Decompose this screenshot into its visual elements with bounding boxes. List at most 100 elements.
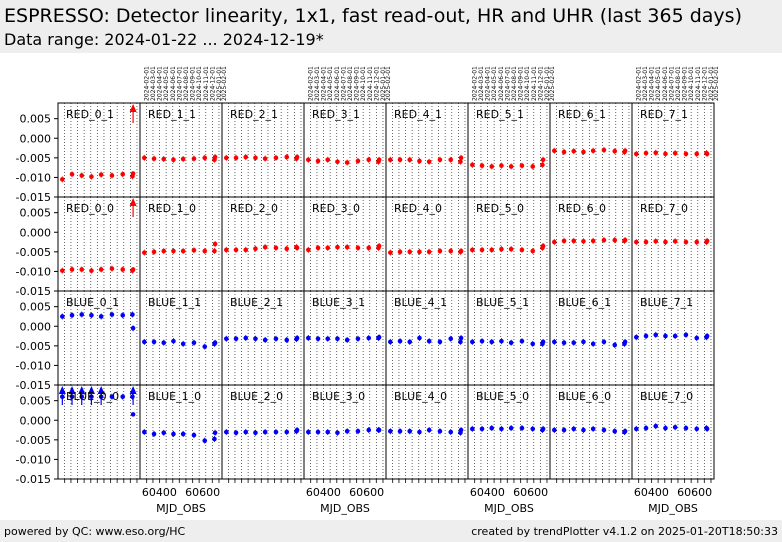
date-tick-label: 2024-07-01: [504, 66, 511, 101]
y-tick-label: 0.005: [20, 395, 52, 408]
date-tick-label: 2024-06-01: [662, 66, 669, 101]
arrow-head: [68, 386, 76, 394]
panel-label: RED_6_0: [558, 202, 606, 215]
date-tick-label: 2024-02-01: [636, 66, 643, 101]
footer-band: [0, 520, 782, 542]
panel-label: RED_3_0: [312, 202, 360, 215]
y-tick-label: -0.015: [16, 379, 51, 392]
date-tick-label: 2024-12-01: [701, 66, 708, 101]
panel-blue-2-1: BLUE_2_1: [221, 290, 305, 386]
y-tick-label: 0.005: [20, 207, 52, 220]
x-tick-label: 60400: [470, 486, 505, 499]
y-tick-label: 0.000: [20, 132, 52, 145]
y-tick-label: 0.000: [20, 320, 52, 333]
y-tick-label: -0.015: [16, 191, 51, 204]
date-tick-label: 2024-03-01: [314, 66, 321, 101]
y-tick-label: 0.005: [20, 113, 52, 126]
panel-red-4-0: RED_4_0: [385, 196, 469, 292]
panel-blue-3-1: BLUE_3_1: [303, 290, 387, 386]
panel-blue-1-1: BLUE_1_1: [139, 290, 223, 386]
panel-label: RED_7_1: [640, 108, 688, 121]
date-tick-label: 2024-07-01: [340, 66, 347, 101]
panel-red-0-1: RED_0_1: [57, 102, 141, 198]
date-tick-label: 2024-10-01: [688, 66, 695, 101]
date-tick-label: 2025-02-01: [221, 66, 228, 101]
panel-red-3-0: RED_3_0: [303, 196, 387, 292]
date-tick-label: 2024-10-01: [524, 66, 531, 101]
panel-label: BLUE_3_1: [312, 296, 365, 309]
panel-blue-2-0: BLUE_2_0: [221, 384, 305, 480]
panel-label: RED_2_1: [230, 108, 278, 121]
panel-label: RED_5_0: [476, 202, 524, 215]
arrow-head: [97, 386, 105, 394]
panel-red-3-1: RED_3_1: [303, 102, 387, 198]
data-point: [98, 394, 104, 400]
panel-blue-6-0: BLUE_6_0: [549, 384, 633, 480]
y-tick-label: -0.010: [16, 171, 51, 184]
date-tick-label: 2024-04-01: [157, 66, 164, 101]
panel-red-5-0: RED_5_0: [467, 196, 551, 292]
panel-label: RED_5_1: [476, 108, 524, 121]
panel-label: BLUE_5_1: [476, 296, 529, 309]
panel-label: RED_6_1: [558, 108, 606, 121]
panel-red-2-0: RED_2_0: [221, 196, 305, 292]
page-title: ESPRESSO: Detector linearity, 1x1, fast …: [4, 5, 742, 27]
panel-label: BLUE_5_0: [476, 390, 529, 403]
date-tick-label: 2024-08-01: [183, 66, 190, 101]
y-tick-label: -0.005: [16, 434, 51, 447]
panel-label: BLUE_7_1: [640, 296, 693, 309]
panel-label: RED_0_0: [66, 202, 114, 215]
panel-frame: [631, 384, 715, 480]
y-tick-label: -0.010: [16, 359, 51, 372]
panel-label: BLUE_2_0: [230, 390, 283, 403]
x-tick-label: 60600: [513, 486, 548, 499]
panel-label: RED_1_1: [148, 108, 196, 121]
date-tick-label: 2025-02-01: [713, 66, 720, 101]
date-tick-label: 2024-08-01: [347, 66, 354, 101]
y-tick-label: -0.005: [16, 246, 51, 259]
x-tick-label: 60600: [185, 486, 220, 499]
date-tick-label: 2024-12-01: [537, 66, 544, 101]
panel-label: BLUE_4_1: [394, 296, 447, 309]
x-tick-label: 60400: [306, 486, 341, 499]
arrow-head: [129, 104, 137, 112]
panel-label: RED_0_1: [66, 108, 114, 121]
date-tick-label: 2024-10-01: [360, 66, 367, 101]
header-band: [0, 0, 782, 53]
y-tick-label: -0.015: [16, 285, 51, 298]
date-tick-label: 2024-07-01: [668, 66, 675, 101]
panel-blue-4-0: BLUE_4_0: [385, 384, 469, 480]
x-axis-label: MJD_OBS: [648, 502, 698, 515]
y-tick-label: -0.010: [16, 265, 51, 278]
data-point: [130, 412, 136, 417]
date-tick-label: 2024-06-01: [498, 66, 505, 101]
panel-label: BLUE_6_1: [558, 296, 611, 309]
panel-label: BLUE_0_0: [66, 390, 119, 403]
y-tick-label: 0.005: [20, 301, 52, 314]
x-tick-label: 60600: [349, 486, 384, 499]
date-tick-label: 2024-04-01: [649, 66, 656, 101]
data-point: [79, 394, 85, 400]
panel-blue-0-1: BLUE_0_1: [57, 290, 141, 386]
date-tick-label: 2024-06-01: [334, 66, 341, 101]
panel-blue-7-1: BLUE_7_1: [631, 290, 715, 386]
panel-red-0-0: RED_0_0: [57, 196, 141, 292]
x-axis-label: MJD_OBS: [156, 502, 206, 515]
panel-label: BLUE_3_0: [312, 390, 365, 403]
date-tick-label: 2024-03-01: [150, 66, 157, 101]
data-point: [89, 394, 94, 400]
date-tick-label: 2024-02-01: [144, 66, 151, 101]
panel-label: RED_2_0: [230, 202, 278, 215]
data-point: [60, 394, 65, 400]
panel-blue-4-1: BLUE_4_1: [385, 290, 469, 386]
panel-blue-7-0: BLUE_7_0: [631, 384, 715, 480]
footer-created-by: created by trendPlotter v4.1.2 on 2025-0…: [471, 525, 778, 538]
date-tick-label: 2024-04-01: [321, 66, 328, 101]
date-tick-label: 2025-01-01: [708, 66, 715, 101]
date-tick-label: 2024-02-01: [472, 66, 479, 101]
panel-label: RED_4_1: [394, 108, 442, 121]
panel-blue-6-1: BLUE_6_1: [549, 290, 633, 386]
footer-powered-by: powered by QC: www.eso.org/HC: [4, 525, 186, 538]
date-tick-label: 2024-11-01: [695, 66, 702, 101]
date-tick-label: 2024-05-01: [163, 66, 170, 101]
